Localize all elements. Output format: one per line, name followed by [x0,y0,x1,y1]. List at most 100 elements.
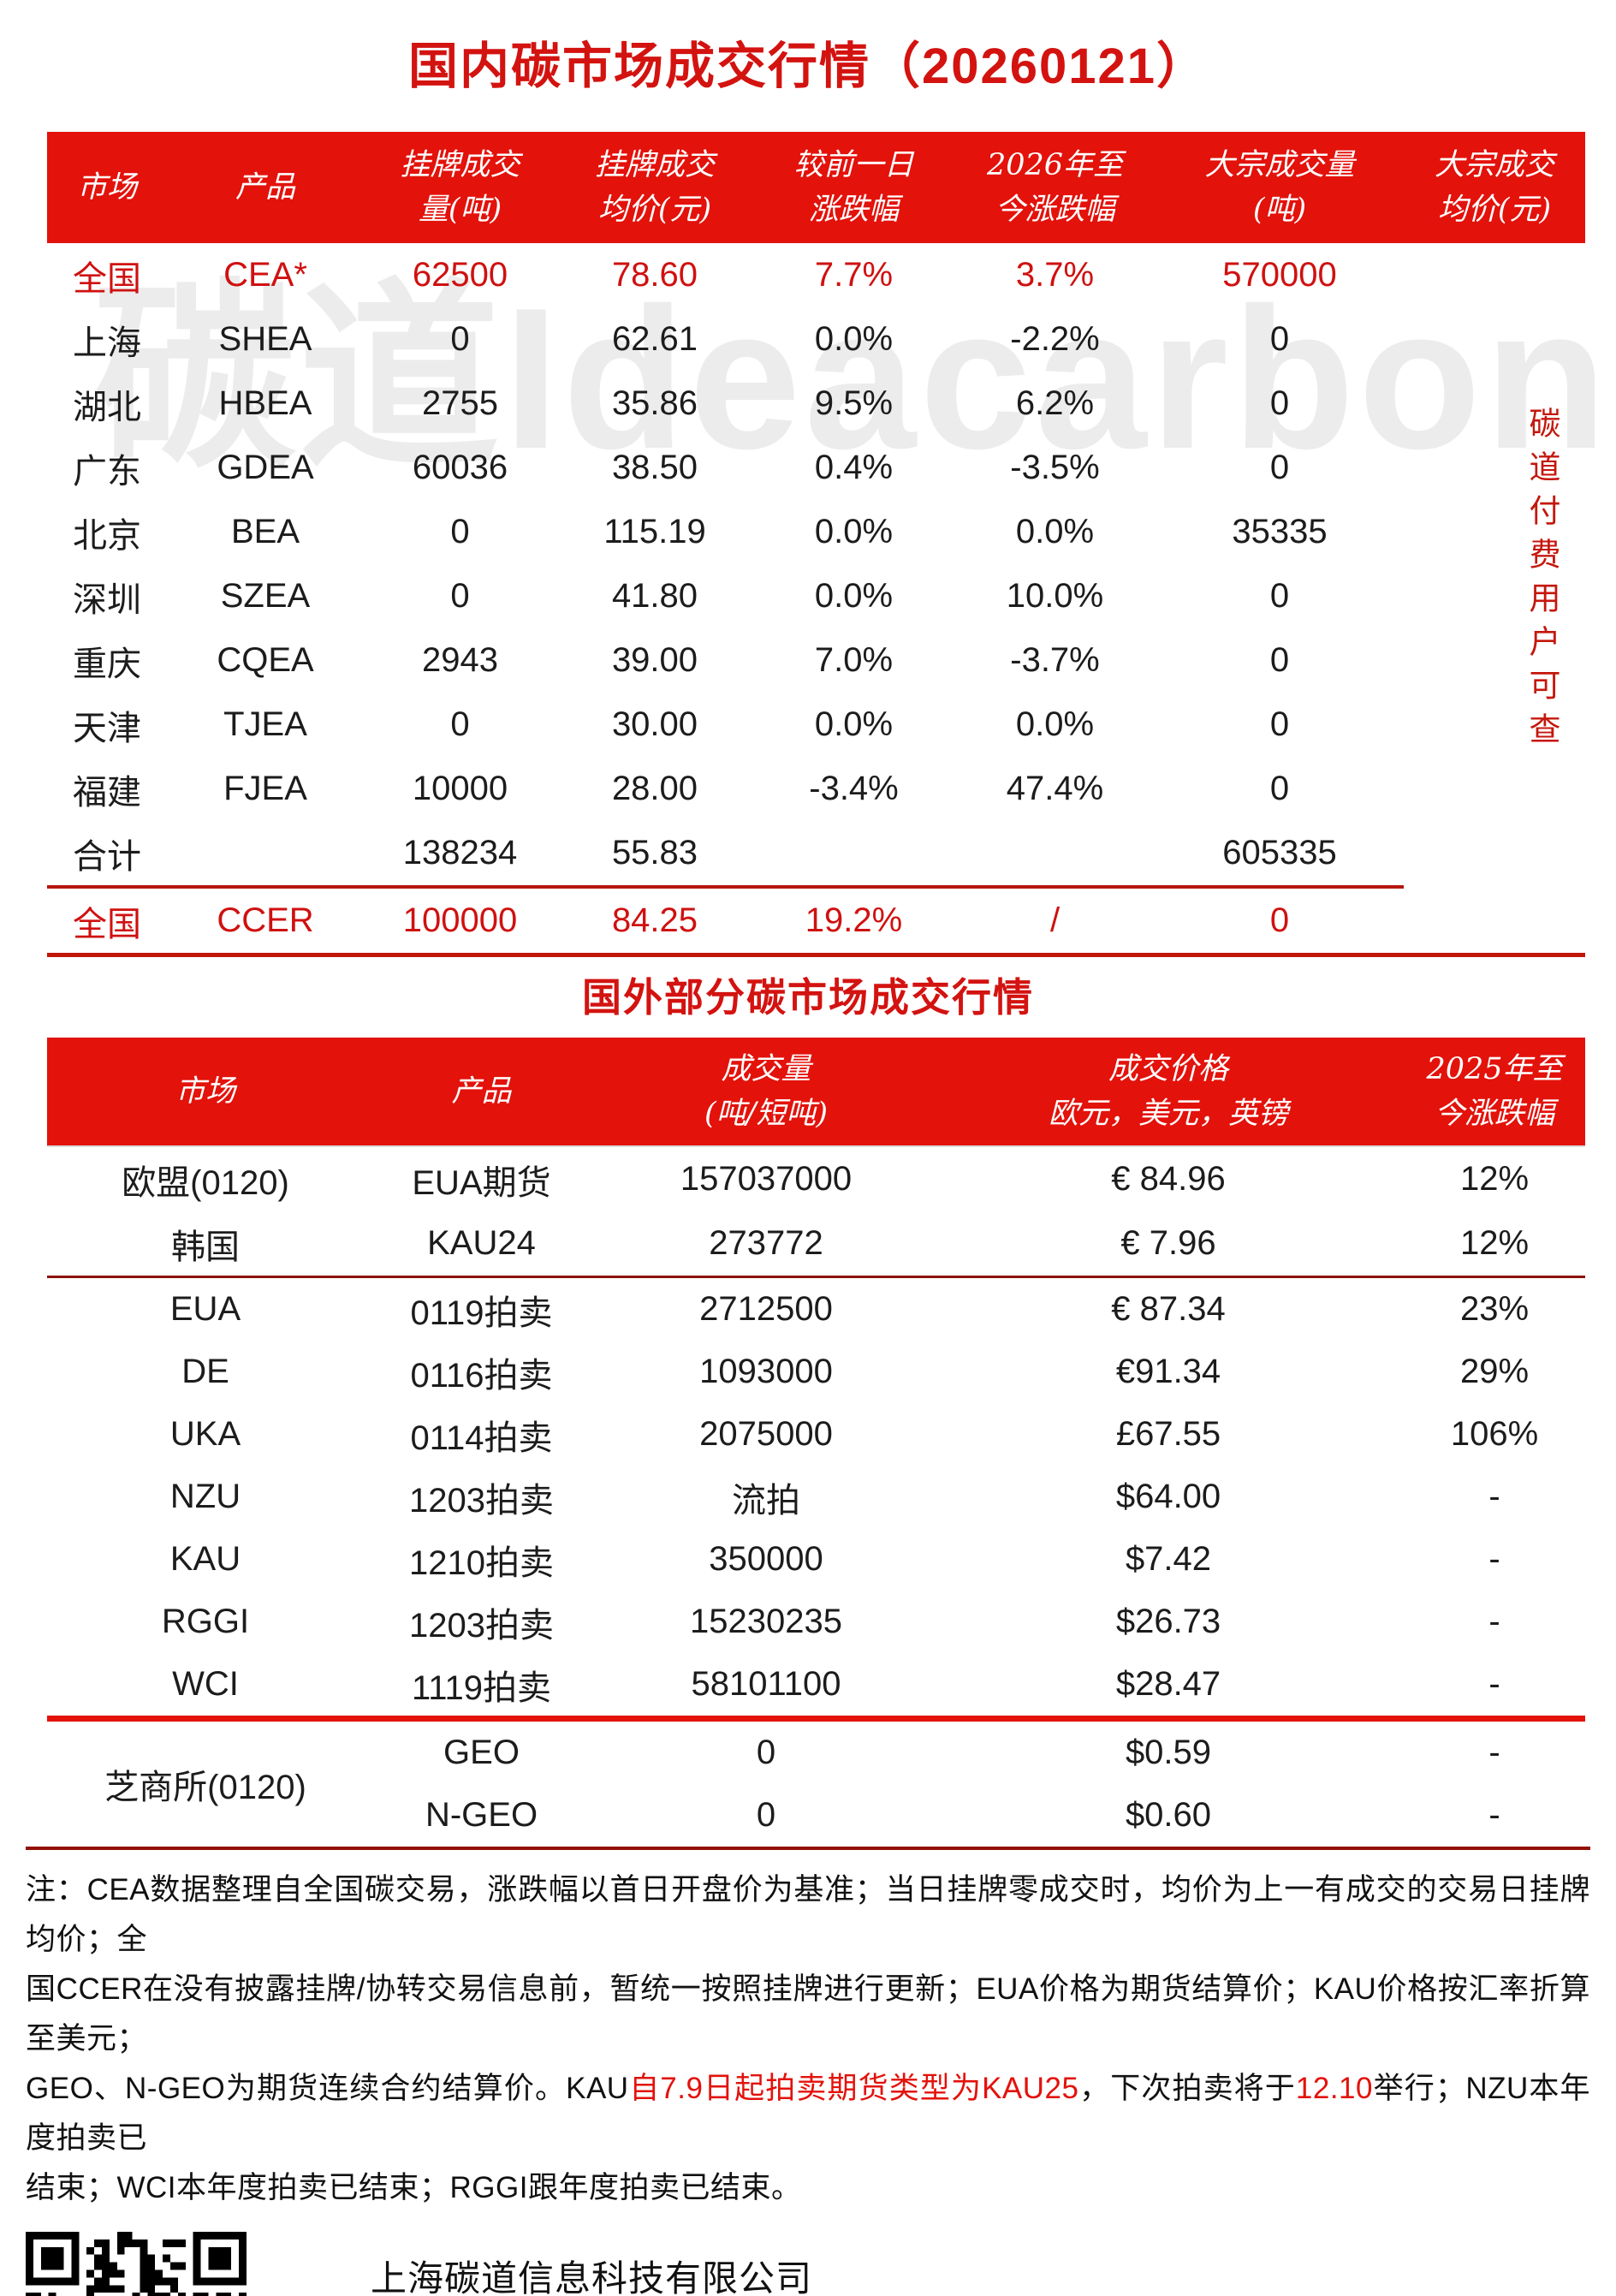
listed-price-cell: 78.60 [611,256,698,294]
ytd-change-cell: / [1049,901,1060,939]
market-cell: 合计 [73,837,141,876]
header-line-2: 今涨跌幅 [1434,1097,1554,1131]
price-cell: € 87.34 [1111,1290,1226,1328]
note-segment: 注：CEA数据整理自全国碳交易，涨跌幅以首日开盘价为基准；当日挂牌零成交时，均价… [26,1873,1590,1956]
price-cell: $28.47 [1115,1665,1221,1703]
product-cell: N-GEO [425,1796,538,1834]
domestic-header-cell: 大宗成交量 (吨) [1156,132,1404,243]
note-segment: 12.10 [1295,2072,1373,2105]
ytd-change-cell: 0.0% [1015,513,1095,550]
day-change-cell: 0.0% [814,513,894,550]
overseas-exchange-rows: 欧盟(0120) EUA期货 157037000 € 84.96 12% 韩国 … [0,1147,1616,1276]
overseas-header-row: 市场 产品 成交量 (吨/短吨) 成交价格 欧元，美元，英镑 [47,1038,1585,1145]
market-cell: EUA [169,1290,241,1328]
day-change-cell: 0.0% [814,320,894,358]
note-line: 结束；WCI本年度拍卖已结束；RGGI跟年度拍卖已结束。 [26,2163,1590,2213]
listed-price-cell: 55.83 [611,834,698,871]
header-line-2: (吨/短吨) [704,1097,829,1131]
domestic-header-cell: 大宗成交 均价(元) [1404,132,1585,243]
block-volume-cell: 35335 [1232,513,1328,550]
listed-volume-cell: 138234 [402,834,518,871]
separator-notes [26,1847,1590,1850]
header-line-1: 大宗成交 [1434,148,1554,182]
market-cell: 湖北 [73,388,141,426]
separator-cme [47,1716,1585,1722]
market-cell: 福建 [73,773,141,812]
product-cell: 1119拍卖 [411,1668,552,1707]
table-row: 欧盟(0120) EUA期货 157037000 € 84.96 12% [47,1147,1585,1211]
auction-rows: EUA 0119拍卖 2712500 € 87.34 23% DE 0116拍卖… [0,1278,1616,1716]
ytd-change-cell: 47.4% [1006,770,1104,807]
footer-text-block: 上海碳道信息科技有限公司 Ideacarbon 关注 碳道公众号 获取更多数据 [371,2250,870,2296]
note-line: 注：CEA数据整理自全国碳交易，涨跌幅以首日开盘价为基准；当日挂牌零成交时，均价… [26,1865,1590,1965]
price-cell: € 7.96 [1120,1224,1216,1262]
volume-cell: 350000 [709,1540,823,1578]
product-cell: 0119拍卖 [410,1294,553,1332]
listed-price-cell: 41.80 [611,577,698,615]
header-line-2: 均价(元) [1437,193,1552,227]
ytd-change-cell: -2.2% [1010,320,1100,358]
block-volume-cell: 0 [1269,705,1290,743]
volume-cell: 2712500 [699,1290,833,1328]
header-line-1: 产品 [235,170,295,205]
market-cell: 韩国 [171,1228,240,1266]
note-segment: ，下次拍卖将于 [1078,2072,1296,2105]
block-volume-cell: 570000 [1222,256,1337,294]
market-cell: 上海 [73,324,141,362]
listed-volume-cell: 60036 [412,449,508,486]
change-cell: - [1488,1665,1500,1703]
table-row: GEO 0 $0.59 - [47,1722,1585,1784]
header-line-1: 大宗成交量 [1204,148,1355,182]
price-cell: $0.60 [1125,1796,1212,1834]
table-row: WCI 1119拍卖 58101100 $28.47 - [47,1653,1585,1716]
qr-code-svg [26,2232,247,2296]
ytd-change-cell: -3.5% [1010,449,1100,486]
market-cell: 天津 [73,709,141,747]
day-change-cell: 9.5% [814,384,894,422]
domestic-header-cell: 较前一日 涨跌幅 [753,132,954,243]
product-cell: KAU24 [427,1224,536,1262]
listed-price-cell: 38.50 [611,449,698,486]
listed-volume-cell: 62500 [412,256,508,294]
domestic-rows: 全国 CEA* 62500 78.60 7.7% 3.7% 570000 上海 … [0,243,1616,885]
market-cell: 重庆 [73,645,141,683]
domestic-header-cell: 挂牌成交 均价(元) [556,132,753,243]
header-line-1: 成交价格 [1108,1052,1228,1086]
market-cell: WCI [172,1665,239,1703]
listed-price-cell: 35.86 [611,384,698,422]
overseas-header-cell: 市场 [47,1038,364,1145]
product-cell: 0116拍卖 [410,1356,553,1395]
volume-cell: 157037000 [680,1160,853,1198]
market-cell: UKA [169,1415,241,1453]
listed-price-cell: 62.61 [611,320,698,358]
market-cell: 欧盟(0120) [122,1163,289,1202]
paid-users-vertical-note: 碳道付费用户可查 [1524,407,1560,756]
product-cell: 1210拍卖 [409,1544,554,1582]
listed-price-cell: 84.25 [611,901,698,939]
table-row: 福建 FJEA 10000 28.00 -3.4% 47.4% 0 [47,757,1585,821]
listed-price-cell: 30.00 [611,705,698,743]
price-cell: $26.73 [1115,1603,1221,1640]
table-row: UKA 0114拍卖 2075000 £67.55 106% [47,1403,1585,1466]
header-line-2: (吨) [1252,193,1307,227]
table-row: 北京 BEA 0 115.19 0.0% 0.0% 35335 [47,500,1585,564]
cme-market-cell: 芝商所(0120) [104,1769,306,1806]
ytd-change-cell: 10.0% [1006,577,1104,615]
overseas-header-cell: 成交量 (吨/短吨) [599,1038,933,1145]
price-cell: €91.34 [1115,1353,1221,1390]
listed-volume-cell: 2943 [422,641,498,679]
qr-code [26,2232,247,2296]
product-cell: 1203拍卖 [409,1606,554,1645]
domestic-table-body: 全国 CEA* 62500 78.60 7.7% 3.7% 570000 上海 … [0,243,1616,885]
overseas-header-cell: 2025年至 今涨跌幅 [1404,1038,1585,1145]
product-cell: EUA期货 [412,1163,551,1202]
market-cell: NZU [169,1478,241,1515]
volume-cell: 273772 [709,1224,823,1262]
volume-cell: 15230235 [690,1603,842,1640]
note-line: 国CCER在没有披露挂牌/协转交易信息前，暂统一按照挂牌进行更新；EUA价格为期… [26,1965,1590,2064]
block-volume-cell: 0 [1269,384,1290,422]
table-row: 天津 TJEA 0 30.00 0.0% 0.0% 0 [47,693,1585,757]
listed-volume-cell: 10000 [412,770,508,807]
table-row: 广东 GDEA 60036 38.50 0.4% -3.5% 0 [47,436,1585,500]
domestic-table-title: 国内碳市场成交行情（20260121） [407,39,1209,94]
